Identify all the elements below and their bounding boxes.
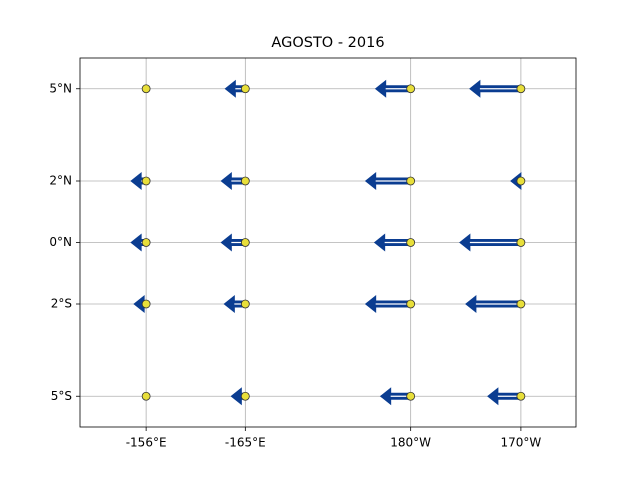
chart-title: AGOSTO - 2016 <box>271 35 384 51</box>
station-marker <box>240 299 250 309</box>
station-marker <box>406 238 416 247</box>
x-tick-label: 180°W <box>390 436 431 450</box>
y-tick-label: 5°N <box>49 81 72 95</box>
station-marker <box>240 84 250 94</box>
y-tick-label: 5°S <box>51 389 72 403</box>
station-marker <box>516 84 526 94</box>
station-marker <box>406 391 416 401</box>
station-marker <box>516 299 526 309</box>
station-marker <box>141 238 151 247</box>
station-marker <box>240 391 250 401</box>
station-marker <box>406 176 416 186</box>
station-marker <box>141 84 151 94</box>
station-marker <box>516 176 526 186</box>
x-tick-label: -156°E <box>126 436 167 450</box>
station-marker <box>516 238 526 247</box>
station-marker <box>141 391 151 401</box>
station-marker <box>406 84 416 94</box>
station-marker <box>516 391 526 401</box>
y-tick-label: 2°N <box>49 174 72 188</box>
station-marker <box>141 299 151 309</box>
plot-frame <box>79 57 577 428</box>
station-marker <box>406 299 416 309</box>
x-tick-label: 170°W <box>500 436 541 450</box>
station-marker <box>240 238 250 247</box>
station-marker <box>141 176 151 186</box>
x-tick-label: -165°E <box>225 436 266 450</box>
station-marker <box>240 176 250 186</box>
y-tick-label: 0°N <box>49 235 72 249</box>
y-tick-label: 2°S <box>51 297 72 311</box>
